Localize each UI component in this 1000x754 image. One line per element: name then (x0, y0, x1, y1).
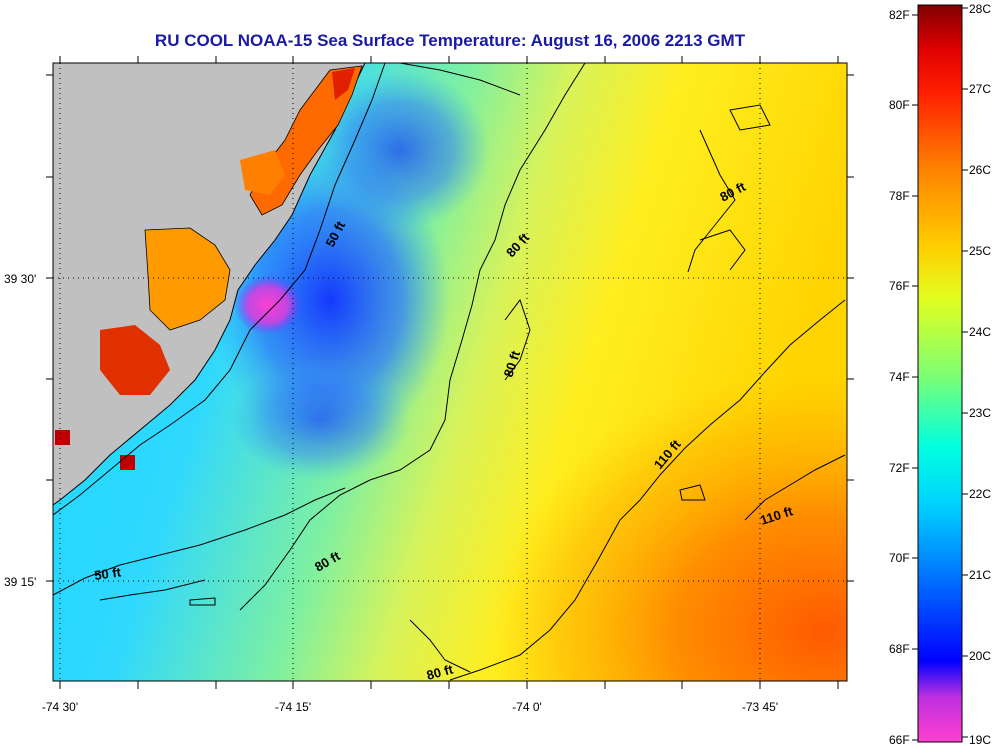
colorbar-c-label: 24C (969, 325, 991, 339)
colorbar-c-label: 20C (969, 649, 991, 663)
colorbar-c-label: 21C (969, 568, 991, 582)
sst-raster (53, 63, 847, 681)
colorbar-f-label: 70F (889, 551, 910, 565)
lat-tick-label: 39 15' (4, 575, 36, 589)
colorbar-f-label: 82F (889, 8, 910, 22)
axis-ticks (46, 56, 854, 689)
colorbar-c-label: 19C (969, 733, 991, 747)
colorbar-c-label: 28C (969, 2, 991, 16)
colorbar-f-label: 76F (889, 279, 910, 293)
lon-tick-label: -74 15' (275, 700, 311, 714)
colorbar-c-label: 27C (969, 82, 991, 96)
lat-tick-label: 39 30' (4, 272, 36, 286)
lon-tick-label: -73 45' (742, 700, 778, 714)
cold-spot (234, 275, 302, 335)
colorbar-f-label: 68F (889, 642, 910, 656)
colorbar-c-label: 26C (969, 163, 991, 177)
lon-tick-label: -74 0' (512, 700, 542, 714)
colorbar-c-label: 25C (969, 244, 991, 258)
lon-tick-label: -74 30' (42, 700, 78, 714)
colorbar-f-label: 66F (889, 733, 910, 747)
colorbar-f-label: 74F (889, 370, 910, 384)
map-frame (52, 62, 848, 682)
depth-contours (53, 63, 846, 681)
contour-label: 50 ft (93, 564, 122, 583)
colorbar-gradient (917, 4, 963, 743)
colorbar-f-label: 72F (889, 461, 910, 475)
colorbar-c-label: 23C (969, 406, 991, 420)
contour-label: 80 ft (425, 661, 455, 683)
color-scale-bar: 82F 80F 78F 76F 74F 72F 70F 68F 66F 28C … (889, 2, 991, 747)
map-title: RU COOL NOAA-15 Sea Surface Temperature:… (154, 31, 746, 50)
colorbar-f-label: 80F (889, 98, 910, 112)
colorbar-f-label: 78F (889, 189, 910, 203)
colorbar-c-label: 22C (969, 487, 991, 501)
lat-lon-grid (53, 63, 847, 681)
